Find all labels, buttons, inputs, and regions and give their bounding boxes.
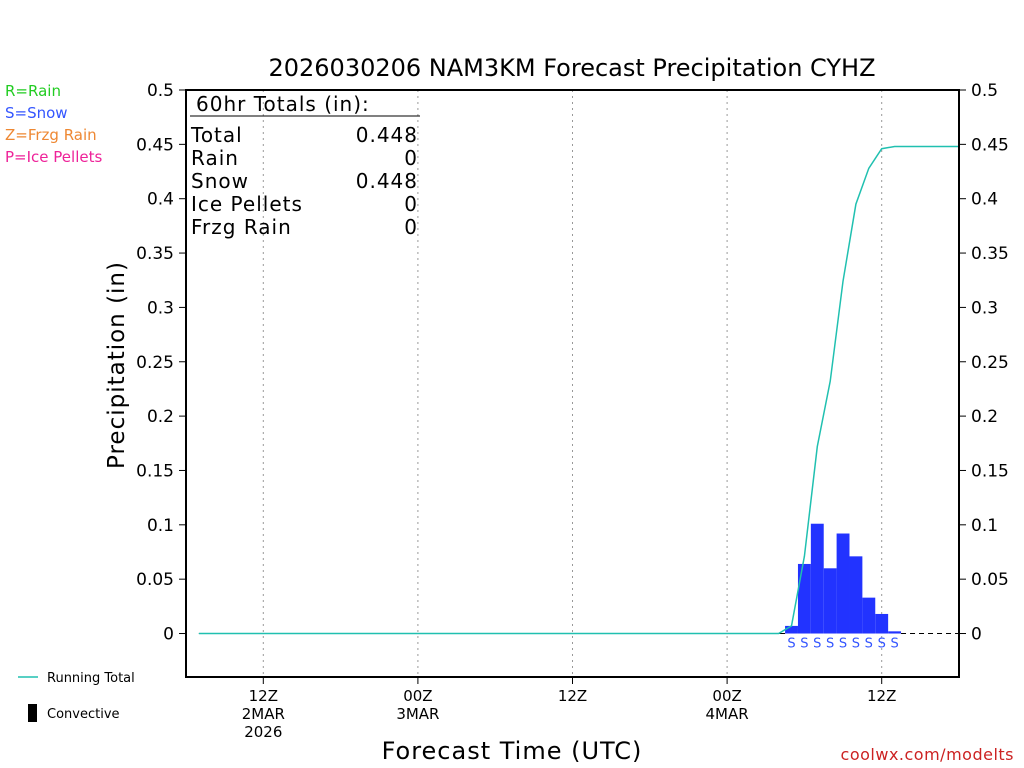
- precip-bar: [888, 631, 902, 634]
- y-tick-label-right: 0.25: [971, 353, 1009, 373]
- y-tick-label-left: 0.15: [136, 461, 174, 481]
- totals-label-rain: Rain: [191, 146, 239, 170]
- y-tick-label-right: 0.4: [971, 190, 998, 210]
- ptype-mark: S: [839, 637, 847, 652]
- y-tick-label-right: 0.05: [971, 570, 1009, 590]
- x-tick-label: 12Z: [558, 687, 587, 705]
- running-total-legend: Running Total: [47, 671, 135, 686]
- y-tick-label-right: 0.15: [971, 461, 1009, 481]
- y-tick-label-left: 0.2: [147, 407, 174, 427]
- y-tick-label-right: 0.5: [971, 81, 998, 101]
- ptype-mark: S: [852, 637, 860, 652]
- ptype-mark: S: [813, 637, 821, 652]
- grid-lines: [262, 90, 883, 677]
- y-tick-label-left: 0.45: [136, 135, 174, 155]
- y-tick-label-left: 0.05: [136, 570, 174, 590]
- totals-box: 60hr Totals (in): Total 0.448 Rain 0 Sno…: [190, 92, 420, 239]
- legend-rain: R=Rain: [5, 82, 61, 100]
- ptype-mark: S: [865, 637, 873, 652]
- precip-bar: [862, 597, 876, 634]
- precip-bar: [836, 533, 850, 634]
- x-tick-label: 12Z: [249, 687, 278, 705]
- y-axis-ticks: 0 00.05 0.050.1 0.10.15 0.150.2 0.20.25 0.250.…: [136, 81, 1009, 645]
- totals-value-snow: 0.448: [356, 169, 418, 193]
- x-tick-label: 2MAR: [242, 705, 285, 723]
- bar-series: [785, 523, 902, 634]
- precip-bar: [849, 556, 863, 634]
- y-tick-label-left: 0.35: [136, 244, 174, 264]
- totals-label-total: Total: [190, 123, 243, 147]
- x-tick-label: 4MAR: [706, 705, 749, 723]
- y-tick-label-right: 0.45: [971, 135, 1009, 155]
- precip-bar: [797, 563, 811, 634]
- y-tick-label-right: 0.1: [971, 516, 998, 536]
- legend-ice-pellets: P=Ice Pellets: [5, 148, 103, 166]
- site-credit: coolwx.com/modelts: [840, 745, 1014, 764]
- y-tick-label-right: 0.2: [971, 407, 998, 427]
- legend-snow: S=Snow: [5, 104, 68, 122]
- precip-bar: [823, 568, 837, 634]
- running-total-line: [198, 145, 959, 635]
- ptype-legend: R=Rain S=Snow Z=Frzg Rain P=Ice Pellets: [5, 80, 102, 168]
- ptype-mark: S: [787, 637, 795, 652]
- precip-bar: [875, 613, 889, 634]
- y-tick-label-left: 0.25: [136, 353, 174, 373]
- totals-label-ice: Ice Pellets: [191, 192, 303, 216]
- totals-value-rain: 0: [404, 146, 418, 170]
- ptype-mark: S: [800, 637, 808, 652]
- ptype-mark: S: [878, 637, 886, 652]
- chart-title: 2026030206 NAM3KM Forecast Precipitation…: [268, 54, 875, 82]
- y-tick-label-left: 0.1: [147, 516, 174, 536]
- totals-value-ice: 0: [404, 192, 418, 216]
- totals-value-frzg: 0: [404, 215, 418, 239]
- precip-bar: [810, 523, 824, 634]
- precip-bar: [785, 625, 798, 634]
- totals-value-total: 0.448: [356, 123, 418, 147]
- x-tick-label: 12Z: [867, 687, 896, 705]
- totals-heading: 60hr Totals (in):: [196, 92, 370, 116]
- x-axis-label: Forecast Time (UTC): [382, 737, 643, 765]
- x-tick-label: 3MAR: [396, 705, 439, 723]
- ptype-mark: S: [826, 637, 834, 652]
- x-tick-label: 00Z: [403, 687, 432, 705]
- totals-label-frzg: Frzg Rain: [191, 215, 292, 239]
- legend-frzg-rain: Z=Frzg Rain: [5, 126, 97, 144]
- ptype-mark: S: [890, 637, 898, 652]
- y-tick-label-right: 0: [971, 625, 982, 645]
- y-tick-label-right: 0.3: [971, 298, 998, 318]
- y-tick-label-left: 0: [163, 625, 174, 645]
- totals-label-snow: Snow: [191, 169, 249, 193]
- convective-swatch: [28, 704, 37, 722]
- y-tick-label-left: 0.5: [147, 81, 174, 101]
- y-axis-label: Precipitation (in): [104, 261, 130, 469]
- y-tick-label-left: 0.4: [147, 190, 174, 210]
- y-tick-label-left: 0.3: [147, 298, 174, 318]
- y-tick-label-right: 0.35: [971, 244, 1009, 264]
- x-tick-label: 2026: [244, 723, 282, 741]
- convective-legend: Convective: [47, 707, 120, 722]
- x-tick-label: 00Z: [712, 687, 741, 705]
